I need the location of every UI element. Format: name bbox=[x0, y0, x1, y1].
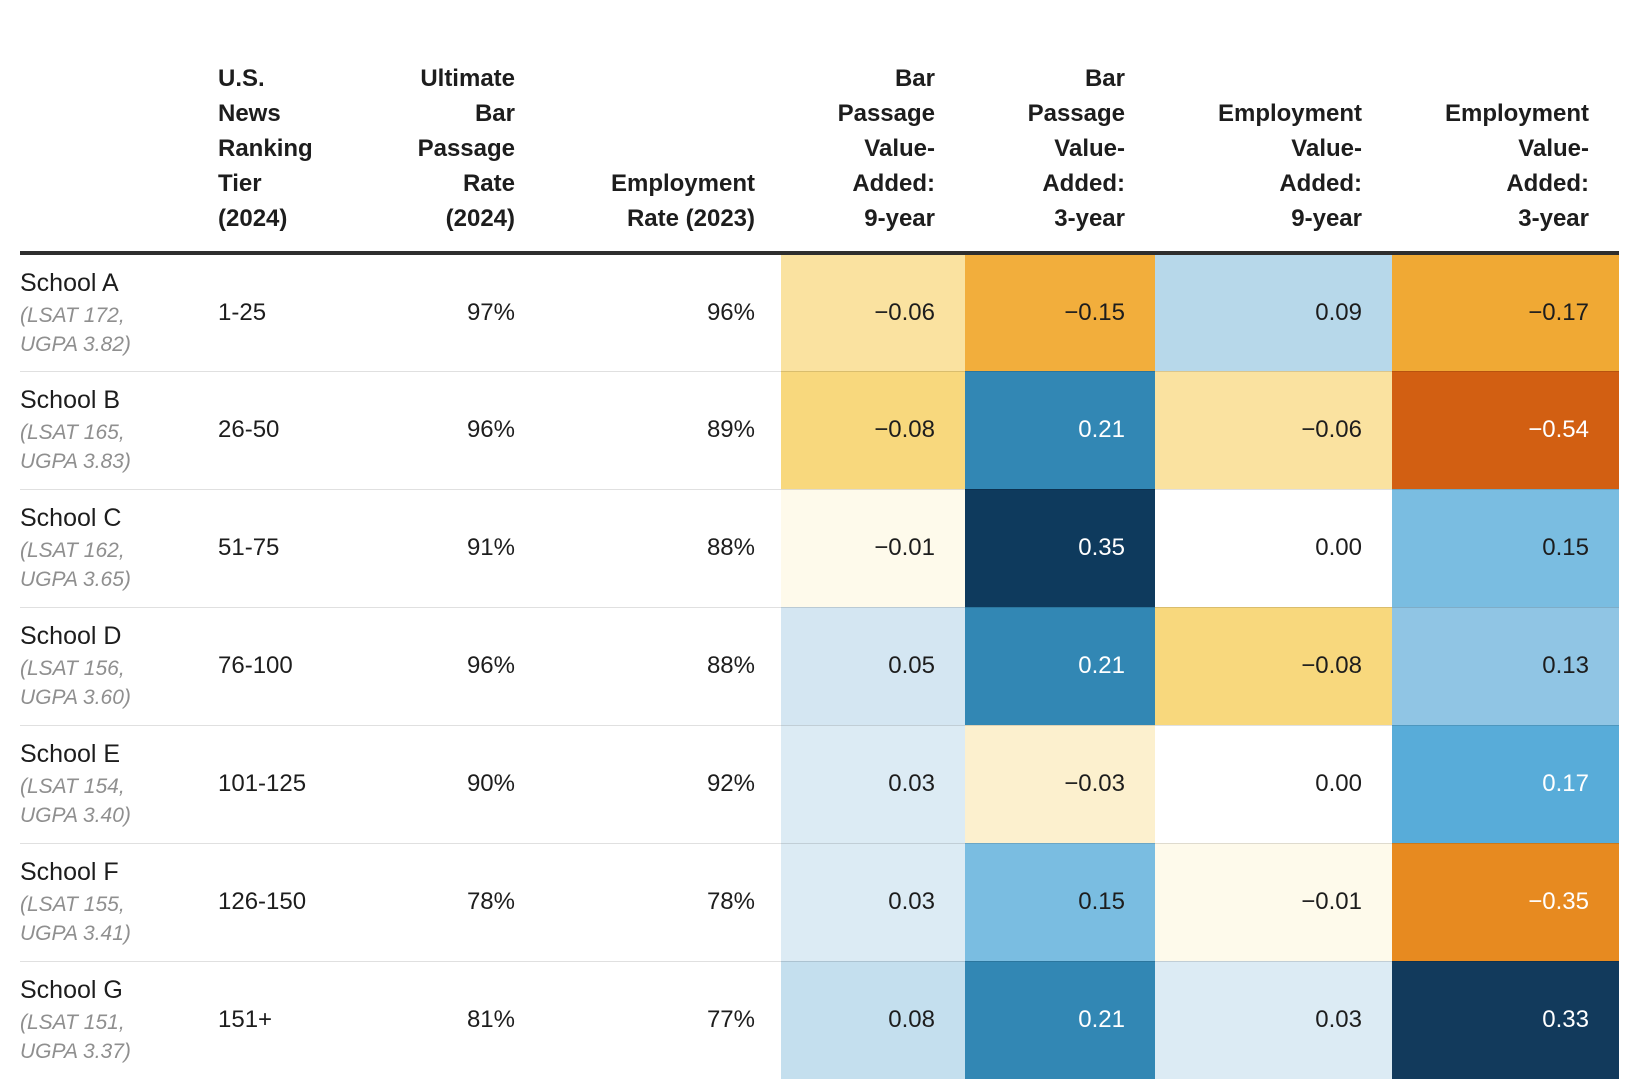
heatmap-cell: 0.08 bbox=[781, 961, 965, 1079]
employment-rate-cell: 77% bbox=[706, 1006, 755, 1034]
column-header-bar-passage-va-9yr: Bar Passage Value- Added: 9-year bbox=[837, 65, 935, 232]
column-header-employment-va-3yr: Employment Value- Added: 3-year bbox=[1444, 100, 1589, 232]
school-cell: School B (LSAT 165, UGPA 3.83) bbox=[20, 371, 218, 489]
column-header-employment-va-9yr: Employment Value- Added: 9-year bbox=[1217, 100, 1362, 232]
heatmap-cell: −0.08 bbox=[1155, 607, 1392, 725]
employment-rate-cell: 88% bbox=[706, 652, 755, 679]
heatmap-cell: 0.13 bbox=[1392, 607, 1619, 725]
heatmap-cell: 0.33 bbox=[1392, 961, 1619, 1079]
table-row-school-g: School G (LSAT 151, UGPA 3.37) 151+ 81% … bbox=[20, 961, 1619, 1079]
ranking-tier-cell: 51-75 bbox=[218, 534, 280, 561]
ranking-tier-cell: 126-150 bbox=[218, 888, 307, 915]
table-row-school-e: School E (LSAT 154, UGPA 3.40) 101-125 9… bbox=[20, 725, 1619, 843]
heatmap-cell: 0.05 bbox=[781, 607, 965, 725]
heatmap-cell: −0.01 bbox=[1155, 843, 1392, 961]
heatmap-cell: 0.21 bbox=[965, 961, 1155, 1079]
bar-passage-rate-cell: 91% bbox=[466, 534, 515, 561]
heatmap-cell: 0.17 bbox=[1392, 725, 1619, 843]
school-name: School C bbox=[20, 503, 122, 532]
school-cell: School A (LSAT 172, UGPA 3.82) bbox=[20, 253, 218, 371]
heatmap-cell: −0.08 bbox=[781, 371, 965, 489]
bar-passage-rate-cell: 81% bbox=[466, 1006, 515, 1034]
bar-passage-rate-cell: 96% bbox=[466, 652, 515, 679]
school-cell: School E (LSAT 154, UGPA 3.40) bbox=[20, 725, 218, 843]
employment-rate-cell: 89% bbox=[706, 416, 755, 443]
ranking-tier-cell: 1-25 bbox=[218, 298, 267, 326]
employment-rate-cell: 92% bbox=[706, 770, 755, 797]
school-lsat-ugpa: (LSAT 156, UGPA 3.60) bbox=[20, 656, 131, 709]
heatmap-cell: −0.15 bbox=[965, 253, 1155, 371]
heatmap-cell: 0.03 bbox=[1155, 961, 1392, 1079]
school-lsat-ugpa: (LSAT 162, UGPA 3.65) bbox=[20, 538, 131, 591]
bar-passage-rate-cell: 90% bbox=[466, 770, 515, 797]
column-header-ranking-tier: U.S. News Ranking Tier (2024) bbox=[218, 65, 313, 232]
column-header-bar-passage-va-3yr: Bar Passage Value- Added: 3-year bbox=[1027, 65, 1125, 232]
school-cell: School G (LSAT 151, UGPA 3.37) bbox=[20, 961, 218, 1079]
school-cell: School D (LSAT 156, UGPA 3.60) bbox=[20, 607, 218, 725]
employment-rate-cell: 96% bbox=[706, 298, 755, 326]
school-lsat-ugpa: (LSAT 155, UGPA 3.41) bbox=[20, 892, 131, 945]
school-name: School G bbox=[20, 975, 123, 1004]
heatmap-cell: −0.06 bbox=[1155, 371, 1392, 489]
school-name: School D bbox=[20, 621, 122, 650]
school-cell: School F (LSAT 155, UGPA 3.41) bbox=[20, 843, 218, 961]
heatmap-cell: −0.06 bbox=[781, 253, 965, 371]
employment-rate-cell: 88% bbox=[706, 534, 755, 561]
table-row-school-b: School B (LSAT 165, UGPA 3.83) 26-50 96%… bbox=[20, 371, 1619, 489]
value-added-table: U.S. News Ranking Tier (2024) Ultimate B… bbox=[20, 0, 1619, 1079]
heatmap-cell: 0.21 bbox=[965, 371, 1155, 489]
employment-rate-cell: 78% bbox=[706, 888, 755, 915]
table-header: U.S. News Ranking Tier (2024) Ultimate B… bbox=[20, 0, 1619, 253]
school-lsat-ugpa: (LSAT 154, UGPA 3.40) bbox=[20, 774, 131, 827]
bar-passage-rate-cell: 97% bbox=[466, 298, 515, 326]
school-name: School E bbox=[20, 739, 121, 768]
heatmap-cell: 0.00 bbox=[1155, 725, 1392, 843]
heatmap-cell: 0.09 bbox=[1155, 253, 1392, 371]
school-name: School A bbox=[20, 269, 119, 297]
school-lsat-ugpa: (LSAT 151, UGPA 3.37) bbox=[20, 1010, 131, 1063]
heatmap-cell: −0.54 bbox=[1392, 371, 1619, 489]
heatmap-cell: 0.00 bbox=[1155, 489, 1392, 607]
table-row-school-a: School A (LSAT 172, UGPA 3.82) 1-25 97% … bbox=[20, 253, 1619, 371]
column-header-bar-passage-rate: Ultimate Bar Passage Rate (2024) bbox=[417, 65, 515, 232]
school-lsat-ugpa: (LSAT 165, UGPA 3.83) bbox=[20, 420, 131, 473]
school-cell: School C (LSAT 162, UGPA 3.65) bbox=[20, 489, 218, 607]
heatmap-cell: 0.15 bbox=[965, 843, 1155, 961]
column-header-school bbox=[20, 0, 218, 253]
table-row-school-c: School C (LSAT 162, UGPA 3.65) 51-75 91%… bbox=[20, 489, 1619, 607]
school-name: School F bbox=[20, 857, 119, 886]
heatmap-cell: −0.01 bbox=[781, 489, 965, 607]
heatmap-cell: −0.03 bbox=[965, 725, 1155, 843]
heatmap-cell: 0.03 bbox=[781, 725, 965, 843]
school-name: School B bbox=[20, 385, 121, 414]
ranking-tier-cell: 151+ bbox=[218, 1006, 273, 1034]
ranking-tier-cell: 101-125 bbox=[218, 770, 307, 797]
bar-passage-rate-cell: 78% bbox=[466, 888, 515, 915]
ranking-tier-cell: 76-100 bbox=[218, 652, 293, 679]
heatmap-cell: −0.17 bbox=[1392, 253, 1619, 371]
heatmap-cell: 0.35 bbox=[965, 489, 1155, 607]
bar-passage-rate-cell: 96% bbox=[466, 416, 515, 443]
heatmap-cell: 0.15 bbox=[1392, 489, 1619, 607]
heatmap-cell: −0.35 bbox=[1392, 843, 1619, 961]
heatmap-cell: 0.03 bbox=[781, 843, 965, 961]
table-row-school-f: School F (LSAT 155, UGPA 3.41) 126-150 7… bbox=[20, 843, 1619, 961]
ranking-tier-cell: 26-50 bbox=[218, 416, 280, 443]
column-header-employment-rate: Employment Rate (2023) bbox=[610, 170, 755, 232]
school-lsat-ugpa: (LSAT 172, UGPA 3.82) bbox=[20, 304, 131, 356]
table-row-school-d: School D (LSAT 156, UGPA 3.60) 76-100 96… bbox=[20, 607, 1619, 725]
heatmap-cell: 0.21 bbox=[965, 607, 1155, 725]
